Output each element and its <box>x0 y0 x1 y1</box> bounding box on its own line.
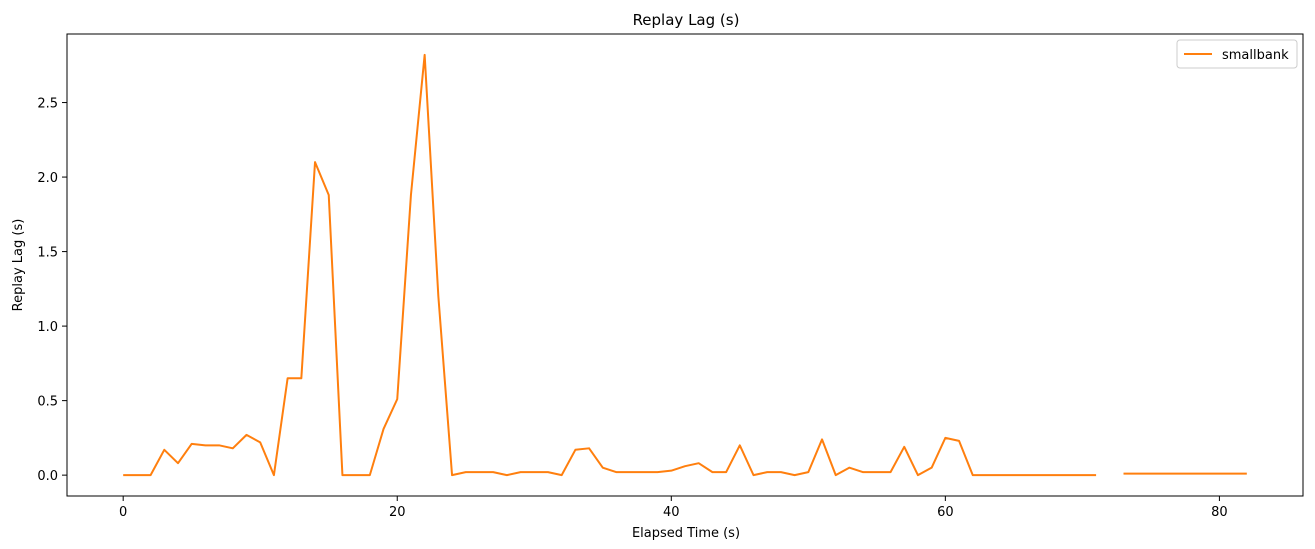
y-axis: 0.0 0.5 1.0 1.5 2.0 2.5 <box>37 97 67 484</box>
x-axis: 0 20 40 60 80 <box>119 496 1228 520</box>
y-tick-label: 1.0 <box>37 320 58 335</box>
y-tick-label: 0.5 <box>37 395 58 410</box>
legend-box <box>1176 39 1298 69</box>
y-tick-label: 0.0 <box>37 469 58 484</box>
x-tick-label: 60 <box>937 505 954 520</box>
x-tick-label: 20 <box>389 505 406 520</box>
y-tick-label: 2.5 <box>37 97 58 112</box>
x-tick-label: 80 <box>1211 505 1228 520</box>
x-tick-label: 0 <box>119 505 127 520</box>
y-tick-label: 1.5 <box>37 246 58 261</box>
y-tick-label: 2.0 <box>37 171 58 186</box>
legend: smallbank <box>1176 39 1298 69</box>
y-axis-label: Replay Lag (s) <box>11 219 26 312</box>
x-axis-label: Elapsed Time (s) <box>632 526 740 541</box>
chart-title: Replay Lag (s) <box>633 11 740 29</box>
plot-area <box>66 33 1304 497</box>
series-line-smallbank <box>123 53 1247 477</box>
x-tick-label: 40 <box>663 505 680 520</box>
series-layer <box>123 53 1247 477</box>
legend-label: smallbank <box>1222 48 1289 63</box>
